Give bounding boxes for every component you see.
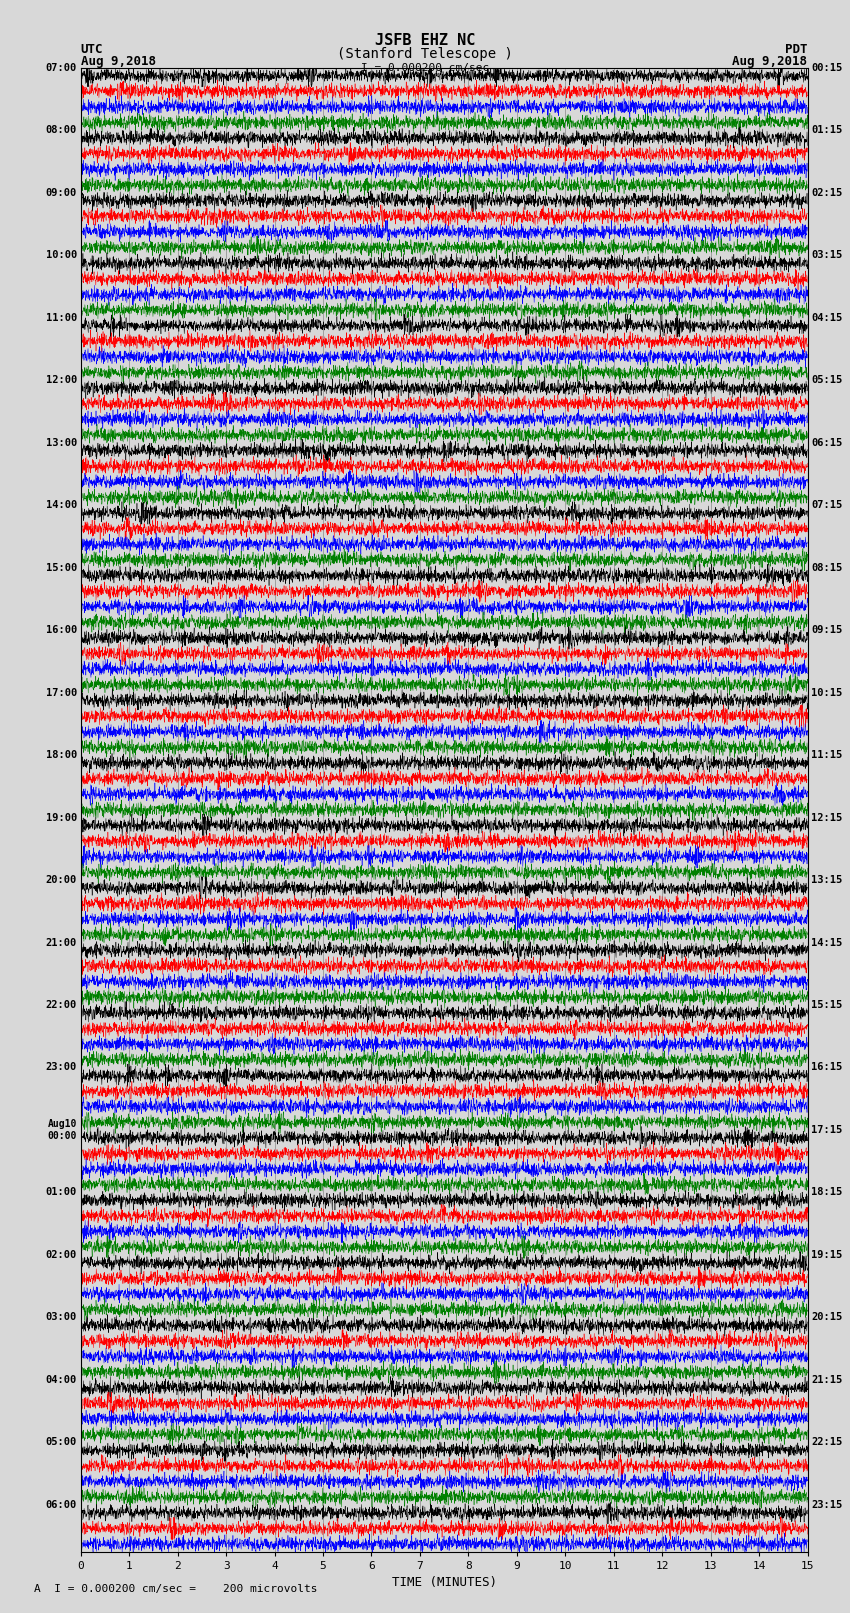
- Text: 12:00: 12:00: [46, 376, 77, 386]
- Text: 13:00: 13:00: [46, 437, 77, 448]
- Text: 08:00: 08:00: [46, 126, 77, 135]
- Text: UTC: UTC: [81, 44, 103, 56]
- Text: 03:15: 03:15: [811, 250, 842, 260]
- Text: 14:00: 14:00: [46, 500, 77, 510]
- Text: 21:15: 21:15: [811, 1374, 842, 1386]
- Text: Aug 9,2018: Aug 9,2018: [733, 55, 808, 68]
- Text: (Stanford Telescope ): (Stanford Telescope ): [337, 47, 513, 61]
- Text: 06:00: 06:00: [46, 1500, 77, 1510]
- Text: 12:15: 12:15: [811, 813, 842, 823]
- Text: 18:00: 18:00: [46, 750, 77, 760]
- Text: 01:15: 01:15: [811, 126, 842, 135]
- Text: 14:15: 14:15: [811, 937, 842, 947]
- Text: 21:00: 21:00: [46, 937, 77, 947]
- Text: Aug 9,2018: Aug 9,2018: [81, 55, 156, 68]
- Text: 17:00: 17:00: [46, 687, 77, 697]
- Text: 18:15: 18:15: [811, 1187, 842, 1197]
- Text: 23:15: 23:15: [811, 1500, 842, 1510]
- Text: 02:00: 02:00: [46, 1250, 77, 1260]
- Text: 17:15: 17:15: [811, 1124, 842, 1136]
- Text: I = 0.000200 cm/sec: I = 0.000200 cm/sec: [361, 63, 489, 73]
- Text: 10:15: 10:15: [811, 687, 842, 697]
- Text: 11:00: 11:00: [46, 313, 77, 323]
- Text: 10:00: 10:00: [46, 250, 77, 260]
- Text: 20:00: 20:00: [46, 874, 77, 886]
- Text: 11:15: 11:15: [811, 750, 842, 760]
- Text: 08:15: 08:15: [811, 563, 842, 573]
- Text: 23:00: 23:00: [46, 1063, 77, 1073]
- Text: 09:15: 09:15: [811, 626, 842, 636]
- Text: Aug10
00:00: Aug10 00:00: [48, 1119, 77, 1140]
- Text: 05:15: 05:15: [811, 376, 842, 386]
- Text: 15:00: 15:00: [46, 563, 77, 573]
- Text: 16:15: 16:15: [811, 1063, 842, 1073]
- Text: 07:15: 07:15: [811, 500, 842, 510]
- Text: 02:15: 02:15: [811, 187, 842, 198]
- Text: 15:15: 15:15: [811, 1000, 842, 1010]
- Text: A  I = 0.000200 cm/sec =    200 microvolts: A I = 0.000200 cm/sec = 200 microvolts: [34, 1584, 318, 1594]
- Text: 22:00: 22:00: [46, 1000, 77, 1010]
- Text: 16:00: 16:00: [46, 626, 77, 636]
- Text: 13:15: 13:15: [811, 874, 842, 886]
- X-axis label: TIME (MINUTES): TIME (MINUTES): [392, 1576, 496, 1589]
- Text: 09:00: 09:00: [46, 187, 77, 198]
- Text: 00:15: 00:15: [811, 63, 842, 73]
- Text: 05:00: 05:00: [46, 1437, 77, 1447]
- Text: 19:15: 19:15: [811, 1250, 842, 1260]
- Text: 03:00: 03:00: [46, 1313, 77, 1323]
- Text: 19:00: 19:00: [46, 813, 77, 823]
- Text: JSFB EHZ NC: JSFB EHZ NC: [375, 34, 475, 48]
- Text: 04:00: 04:00: [46, 1374, 77, 1386]
- Text: 01:00: 01:00: [46, 1187, 77, 1197]
- Text: 22:15: 22:15: [811, 1437, 842, 1447]
- Text: 07:00: 07:00: [46, 63, 77, 73]
- Text: 20:15: 20:15: [811, 1313, 842, 1323]
- Text: 04:15: 04:15: [811, 313, 842, 323]
- Text: 06:15: 06:15: [811, 437, 842, 448]
- Text: PDT: PDT: [785, 44, 808, 56]
